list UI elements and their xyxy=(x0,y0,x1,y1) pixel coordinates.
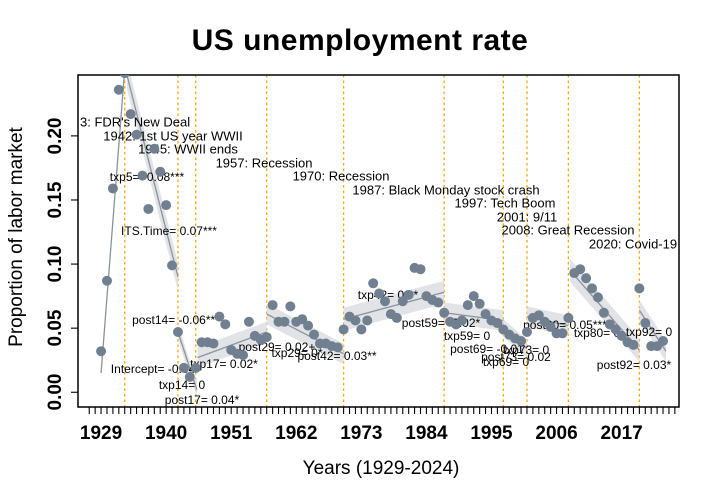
event-annotation-1997: 1997: Tech Boom xyxy=(454,195,556,211)
x-tick-label-1984: 1984 xyxy=(405,423,448,444)
fit-line-0 xyxy=(100,75,125,374)
event-annotation-2001: 2001: 9/11 xyxy=(496,209,558,224)
y-tick-label-0.05: 0.05 xyxy=(45,309,66,347)
coefficient-label-5: txp14= 0 xyxy=(158,378,206,392)
y-axis-title: Proportion of labor market xyxy=(6,127,27,347)
coefficient-label-10: txp42= 0*** xyxy=(357,288,419,302)
coefficient-label-8: txp29= 0* xyxy=(271,346,323,360)
coefficient-label-13: post69= -0.01 xyxy=(450,342,524,356)
coefficient-label-14: txp73= 0 xyxy=(502,343,550,357)
coefficient-label-19: txp92= 0 xyxy=(625,325,673,339)
coefficient-label-6: post17= 0.04* xyxy=(164,393,240,407)
y-tick-label-0.10: 0.10 xyxy=(45,245,66,283)
x-tick-label-1940: 1940 xyxy=(144,423,188,444)
coefficient-label-1: ITS.Time= 0.07*** xyxy=(121,224,217,238)
coefficient-label-18: txp80= 0 xyxy=(573,326,621,340)
coefficient-label-2: post14= -0.06*** xyxy=(132,313,220,327)
coefficient-label-0: txp5= -0.08*** xyxy=(109,170,185,184)
event-annotation-1945: 1945: WWII ends xyxy=(138,141,238,157)
coefficient-label-16: txp69= 0 xyxy=(482,355,530,369)
coefficient-label-15: post73= 0.02 xyxy=(481,350,551,364)
x-tick-label-1929: 1929 xyxy=(79,423,123,444)
coefficient-label-4: txp17= 0.02* xyxy=(190,357,258,371)
y-tick-label-0.15: 0.15 xyxy=(45,181,66,219)
x-tick-label-1995: 1995 xyxy=(470,423,513,444)
x-tick-label-2017: 2017 xyxy=(600,423,643,444)
coefficient-label-9: post42= 0.03** xyxy=(297,349,377,363)
x-axis-title: Years (1929-2024) xyxy=(302,458,460,479)
event-annotation-2008: 2008: Great Recession xyxy=(501,222,635,238)
coefficient-label-3: Intercept= -0.04 xyxy=(110,362,196,376)
event-annotation-1933: 3: FDR's New Deal xyxy=(80,114,191,130)
x-tick-label-1973: 1973 xyxy=(340,423,383,444)
event-annotation-1987: 1987: Black Monday stock crash xyxy=(352,182,540,197)
confidence-band-1 xyxy=(127,75,178,291)
event-annotation-1970: 1970: Recession xyxy=(292,168,390,184)
y-tick-label-0.00: 0.00 xyxy=(45,373,66,411)
event-annotation-2020: 2020: Covid-19 xyxy=(588,236,678,251)
coefficient-label-11: post59= -0.02* xyxy=(401,316,481,330)
y-tick-label-0.20: 0.20 xyxy=(45,117,66,155)
event-annotation-1957: 1957: Recession xyxy=(215,155,313,170)
x-tick-label-1962: 1962 xyxy=(275,423,318,444)
plot-frame xyxy=(77,74,680,408)
x-tick-label-1951: 1951 xyxy=(210,423,253,444)
coefficient-label-12: txp59= 0 xyxy=(443,329,491,343)
x-tick-label-2006: 2006 xyxy=(535,423,578,444)
chart-title: US unemployment rate xyxy=(191,24,529,57)
coefficient-label-20: post92= 0.03* xyxy=(596,358,672,372)
